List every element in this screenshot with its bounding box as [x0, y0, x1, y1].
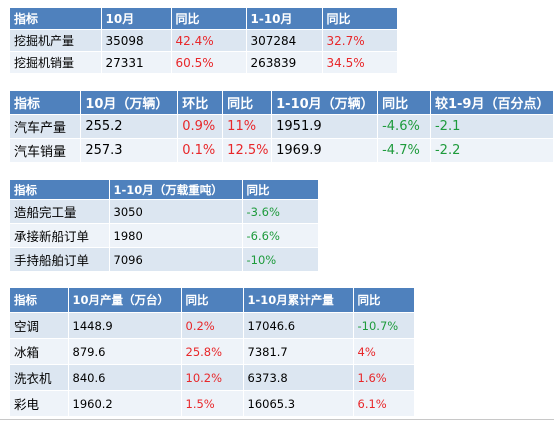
cell-value: 840.6 — [68, 364, 182, 391]
row-label: 承接新船订单 — [10, 223, 110, 248]
column-header: 同比 — [181, 288, 244, 313]
row-label: 洗衣机 — [10, 364, 69, 391]
table-header-row: 指标 10月 同比 1-10月 同比 — [10, 8, 398, 30]
row-label: 挖掘机销量 — [10, 51, 102, 73]
cell-yoy: -4.7% — [377, 138, 431, 162]
cell-yoy: 4% — [353, 338, 415, 365]
table-row: 造船完工量 3050 -3.6% — [10, 199, 319, 224]
cell-value: 35098 — [101, 29, 172, 52]
cell-yoy: -6.6% — [242, 223, 319, 248]
cell-yoy: 1.6% — [353, 364, 415, 391]
cell-yoy: -3.6% — [242, 199, 319, 224]
column-header: 1-10月累计产量 — [243, 288, 354, 313]
column-header: 同比 — [353, 288, 415, 313]
automobile-table: 指标 10月（万辆） 环比 同比 1-10月（万辆） 同比 较1-9月（百分点）… — [10, 91, 554, 162]
column-header: 环比 — [177, 91, 224, 115]
table-row: 彩电 1960.2 1.5% 16065.3 6.1% — [10, 390, 415, 416]
cell-value: 257.3 — [80, 138, 179, 162]
column-header: 同比 — [242, 180, 319, 200]
cell-yoy: -10% — [242, 247, 319, 271]
table-row: 汽车销量 257.3 0.1% 12.5% 1969.9 -4.7% -2.2 — [10, 138, 554, 162]
table-row: 洗衣机 840.6 10.2% 6373.8 1.6% — [10, 364, 415, 391]
column-header: 同比 — [222, 91, 273, 115]
shipbuilding-table: 指标 1-10月（万载重吨） 同比 造船完工量 3050 -3.6% 承接新船订… — [10, 180, 319, 271]
cell-change: -2.2 — [430, 138, 554, 162]
column-header: 指标 — [10, 288, 69, 313]
row-label: 空调 — [10, 312, 69, 339]
table-row: 挖掘机产量 35098 42.4% 307284 32.7% — [10, 29, 398, 52]
row-label: 彩电 — [10, 390, 69, 416]
cell-value: 879.6 — [68, 338, 182, 365]
column-header: 10月 — [101, 8, 172, 30]
column-header: 10月产量（万台） — [68, 288, 182, 313]
cell-value: 7381.7 — [243, 338, 354, 365]
cell-yoy: 11% — [222, 114, 273, 139]
table-row: 挖掘机销量 27331 60.5% 263839 34.5% — [10, 51, 398, 73]
cell-value: 6373.8 — [243, 364, 354, 391]
cell-value: 17046.6 — [243, 312, 354, 339]
appliance-table: 指标 10月产量（万台） 同比 1-10月累计产量 同比 空调 1448.9 0… — [10, 288, 415, 416]
cell-value: 1951.9 — [271, 114, 379, 139]
cell-value: 1980 — [109, 223, 243, 248]
cell-yoy: 12.5% — [222, 138, 273, 162]
table-header-row: 指标 10月产量（万台） 同比 1-10月累计产量 同比 — [10, 288, 415, 313]
row-label: 冰箱 — [10, 338, 69, 365]
table-row: 汽车产量 255.2 0.9% 11% 1951.9 -4.6% -2.1 — [10, 114, 554, 139]
bottom-divider — [0, 419, 554, 420]
column-header: 同比 — [171, 8, 247, 30]
column-header: 指标 — [10, 91, 82, 115]
cell-yoy: 6.1% — [353, 390, 415, 416]
excavator-table: 指标 10月 同比 1-10月 同比 挖掘机产量 35098 42.4% 307… — [10, 8, 398, 73]
cell-yoy: 10.2% — [181, 364, 244, 391]
column-header: 同比 — [377, 91, 431, 115]
row-label: 造船完工量 — [10, 199, 110, 224]
column-header: 10月（万辆） — [80, 91, 179, 115]
cell-yoy: 32.7% — [322, 29, 398, 52]
cell-value: 1969.9 — [271, 138, 379, 162]
column-header: 同比 — [322, 8, 398, 30]
column-header: 1-10月（万载重吨） — [109, 180, 243, 200]
table-row: 承接新船订单 1980 -6.6% — [10, 223, 319, 248]
row-label: 手持船舶订单 — [10, 247, 110, 271]
cell-yoy: 0.2% — [181, 312, 244, 339]
cell-yoy: -10.7% — [353, 312, 415, 339]
column-header: 指标 — [10, 8, 102, 30]
cell-yoy: 1.5% — [181, 390, 244, 416]
table-row: 空调 1448.9 0.2% 17046.6 -10.7% — [10, 312, 415, 339]
cell-change: -2.1 — [430, 114, 554, 139]
table-header-row: 指标 1-10月（万载重吨） 同比 — [10, 180, 319, 200]
table-row: 冰箱 879.6 25.8% 7381.7 4% — [10, 338, 415, 365]
cell-value: 307284 — [246, 29, 323, 52]
cell-value: 27331 — [101, 51, 172, 73]
cell-value: 1960.2 — [68, 390, 182, 416]
cell-value: 16065.3 — [243, 390, 354, 416]
table-header-row: 指标 10月（万辆） 环比 同比 1-10月（万辆） 同比 较1-9月（百分点） — [10, 91, 554, 115]
cell-value: 1448.9 — [68, 312, 182, 339]
column-header: 1-10月 — [246, 8, 323, 30]
cell-yoy: 34.5% — [322, 51, 398, 73]
cell-mom: 0.1% — [177, 138, 224, 162]
table-row: 手持船舶订单 7096 -10% — [10, 247, 319, 271]
row-label: 汽车销量 — [10, 138, 82, 162]
cell-value: 3050 — [109, 199, 243, 224]
column-header: 较1-9月（百分点） — [430, 91, 554, 115]
cell-yoy: 42.4% — [171, 29, 247, 52]
row-label: 挖掘机产量 — [10, 29, 102, 52]
cell-yoy: 60.5% — [171, 51, 247, 73]
column-header: 1-10月（万辆） — [271, 91, 379, 115]
column-header: 指标 — [10, 180, 110, 200]
cell-value: 263839 — [246, 51, 323, 73]
cell-value: 255.2 — [80, 114, 179, 139]
cell-value: 7096 — [109, 247, 243, 271]
cell-yoy: 25.8% — [181, 338, 244, 365]
cell-mom: 0.9% — [177, 114, 224, 139]
cell-yoy: -4.6% — [377, 114, 431, 139]
row-label: 汽车产量 — [10, 114, 82, 139]
